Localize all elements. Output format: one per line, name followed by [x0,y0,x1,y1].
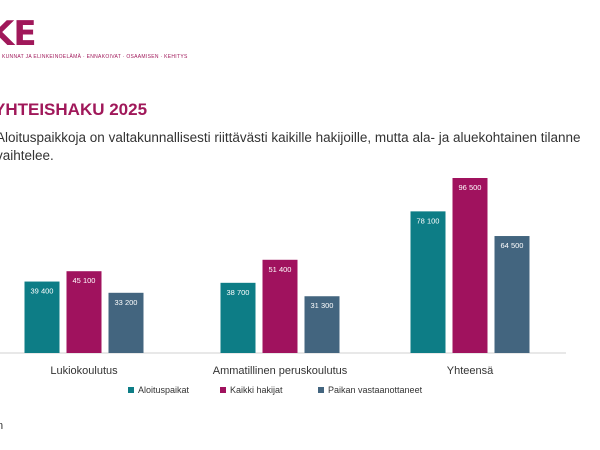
page-title: YHTEISHAKU 2025 [0,100,148,119]
bar-1-2 [220,282,256,353]
bar-1-3 [410,211,446,353]
category-label: Lukiokoulutus [50,365,118,377]
legend-swatch [128,387,134,393]
legend-entry: Kaikki hakijat [230,385,283,395]
logo-mark: KE [0,14,37,54]
legend-entry: Paikan vastaanottaneet [328,385,423,395]
category-label: Yhteensä [447,365,494,377]
legend-entry: Aloituspaikat [138,385,190,395]
bar-3-1 [108,292,144,353]
category-label: Ammatillinen peruskoulutus [213,365,348,377]
source-note: n [0,420,4,432]
bar-3-2 [304,296,340,353]
bar-value-label: 78 100 [417,216,440,225]
bar-value-label: 64 500 [501,241,524,250]
bar-1-1 [24,281,60,353]
bar-value-label: 38 700 [227,288,250,297]
bar-2-2 [262,259,298,353]
page-subtitle: Aloituspaikkoja on valtakunnallisesti ri… [0,130,581,163]
bar-2-3 [452,178,488,353]
bar-value-label: 96 500 [459,183,482,192]
bar-3-3 [494,236,530,353]
bar-value-label: 33 200 [115,298,138,307]
logo-tagline: KUNNAT JA ELINKEINOELÄMÄ · ENNAKOIVAT · … [2,54,188,60]
bar-value-label: 45 100 [73,276,96,285]
bar-value-label: 39 400 [31,287,54,296]
bar-2-1 [66,271,102,353]
logo: KE KUNNAT JA ELINKEINOELÄMÄ · ENNAKOIVAT… [0,14,187,70]
legend-swatch [220,387,226,393]
legend-swatch [318,387,324,393]
bar-value-label: 31 300 [311,301,334,310]
bar-value-label: 51 400 [269,265,292,274]
